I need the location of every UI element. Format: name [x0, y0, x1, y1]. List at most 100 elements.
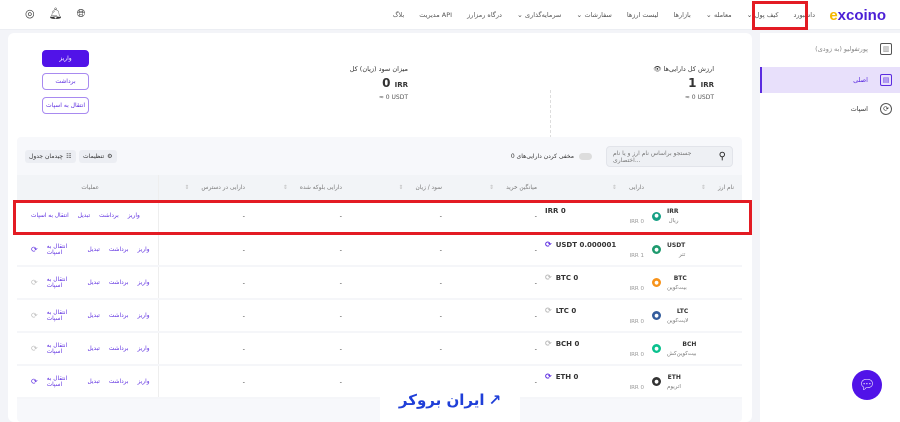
action-link[interactable]: تبدیل [87, 312, 100, 319]
sync-icon[interactable]: ⟳ [545, 372, 552, 381]
assets-table-section: ⚲ جستجو براساس نام ارز و یا نام اختصاری..… [17, 137, 742, 422]
sync-icon[interactable]: ⟳ [545, 240, 552, 249]
column-header[interactable]: نام ارز ⇕ [652, 175, 742, 200]
action-link[interactable]: برداشت [108, 345, 129, 352]
asset-irr: IRR 1 [629, 253, 644, 259]
nav-item[interactable]: داشبورد [793, 11, 816, 19]
sort-icon[interactable]: ⇕ [701, 184, 706, 191]
sort-icon[interactable]: ⇕ [612, 184, 617, 191]
nav-item[interactable]: مدیریت API [419, 11, 453, 19]
action-link[interactable]: برداشت [108, 279, 129, 286]
bell-icon[interactable]: 🔔︎ [48, 7, 63, 20]
top-bar: excoino داشبورد کیف پول معامله بازارها لیست … [0, 0, 900, 30]
nav-item[interactable]: سفارشات [576, 11, 611, 19]
nav-item[interactable]: بازارها [673, 11, 691, 19]
column-header[interactable]: دارایی در دسترس ⇕ [158, 175, 253, 200]
cell-available: - [158, 365, 253, 399]
cell-available: - [158, 266, 253, 300]
nav-item[interactable]: کیف پول [747, 11, 779, 19]
column-header[interactable]: سود / زیان ⇕ [350, 175, 450, 200]
profile-icon[interactable]: ◎ [25, 7, 35, 20]
action-link[interactable]: انتقال به اسپات [46, 243, 68, 256]
sidebar-item-portfolio[interactable]: ▥ پورتفولیو (به زودی) [760, 36, 900, 62]
cell-blocked: - [253, 332, 350, 366]
excoino-logo[interactable]: excoino [829, 7, 886, 24]
cell-pnl: - [350, 233, 450, 267]
action-link[interactable]: برداشت [108, 378, 129, 385]
action-link[interactable]: واریز [137, 378, 150, 385]
pnl-usdt: ≈ 0 USDT [378, 94, 408, 101]
sync-icon[interactable]: ⟳ [31, 377, 38, 386]
header-label: دارایی [628, 184, 644, 191]
asset-irr: IRR 0 [629, 385, 644, 391]
column-header[interactable]: میانگین خرید ⇕ [450, 175, 545, 200]
cell-available: - [158, 200, 253, 234]
withdraw-button[interactable]: برداشت [42, 73, 89, 90]
action-link[interactable]: انتقال به اسپات [46, 309, 68, 322]
nav-item[interactable]: معامله [706, 11, 732, 19]
action-link[interactable]: انتقال به اسپات [46, 276, 68, 289]
sort-icon[interactable]: ⇕ [184, 184, 190, 191]
action-link[interactable]: واریز [137, 345, 150, 352]
nav-item[interactable]: سرمایه‌گذاری [517, 11, 561, 19]
sidebar-item-main[interactable]: ▤ اصلی [760, 67, 900, 93]
column-header: عملیات [17, 175, 159, 200]
action-link[interactable]: برداشت [108, 246, 129, 253]
settings-button[interactable]: ⚙ تنظیمات [79, 150, 117, 163]
table-row: ● USDT تتر ⟳ USDT 0.000001 IRR 1- - - - واریز بردا… [17, 233, 742, 267]
wallet-card: واریز برداشت انتقال به اسپات 👁︎ ارزش کل … [8, 33, 752, 422]
sort-icon[interactable]: ⇕ [489, 184, 495, 191]
sync-icon[interactable]: ⟳ [31, 344, 38, 353]
column-header[interactable]: دارایی ⇕ [545, 175, 652, 200]
action-link[interactable]: انتقال به اسپات [31, 213, 69, 219]
spot-icon: ⟳ [880, 103, 892, 115]
nav-item[interactable]: لیست ارزها [626, 11, 659, 19]
nav-item[interactable]: درگاه رمزارز [467, 11, 502, 19]
action-link[interactable]: تبدیل [77, 213, 91, 219]
assets-table: نام ارز⇕ دارایی⇕ میانگین خرید⇕ سود / زیان⇕ د… [17, 175, 742, 399]
table-row: ● LTC لایت‌کوین ⟳ LTC 0 IRR 0- - - - واریز برداشت ت… [17, 299, 742, 333]
action-link[interactable]: برداشت [99, 213, 119, 219]
cell-blocked: - [253, 233, 350, 267]
cell-blocked: - [253, 365, 350, 399]
action-link[interactable]: برداشت [108, 312, 129, 319]
sidebar-item-spot[interactable]: ⟳ اسپات [760, 96, 900, 122]
action-link[interactable]: تبدیل [87, 378, 100, 385]
header-label: دارایی بلوکه شده [299, 184, 342, 191]
hide-zero-toggle[interactable]: مخفی کردن دارایی‌های 0 [511, 153, 592, 160]
action-link[interactable]: تبدیل [87, 345, 100, 352]
chat-support-button[interactable]: 💬︎ [852, 370, 882, 400]
action-link[interactable]: تبدیل [87, 279, 100, 286]
action-link[interactable]: واریز [127, 213, 140, 219]
search-input[interactable]: ⚲ جستجو براساس نام ارز و یا نام اختصاری..… [606, 146, 733, 167]
table-layout-button[interactable]: ☷ چیدمان جدول [25, 150, 76, 163]
column-header[interactable]: دارایی بلوکه شده ⇕ [253, 175, 350, 200]
globe-icon[interactable]: 🌐︎ [76, 7, 86, 20]
action-link[interactable]: تبدیل [87, 246, 100, 253]
transfer-to-spot-button[interactable]: انتقال به اسپات [42, 97, 89, 114]
action-link[interactable]: واریز [137, 279, 150, 286]
sidebar: ▥ پورتفولیو (به زودی) ▤ اصلی ⟳ اسپات [760, 33, 900, 422]
action-link[interactable]: انتقال به اسپات [46, 342, 68, 355]
nav-item[interactable]: بلاگ [392, 11, 405, 19]
list-icon: ☷ [66, 153, 72, 160]
eye-icon[interactable]: 👁︎ [653, 65, 664, 73]
coin-icon: ● [652, 311, 661, 320]
sort-icon[interactable]: ⇕ [398, 184, 404, 191]
sync-icon[interactable]: ⟳ [545, 273, 552, 282]
total-pnl: میزان سود (زیان) کل 0 IRR ≈ 0 USDT [350, 65, 408, 101]
sync-icon[interactable]: ⟳ [31, 311, 38, 320]
action-link[interactable]: واریز [137, 312, 150, 319]
action-link[interactable]: انتقال به اسپات [46, 375, 68, 388]
sync-icon[interactable]: ⟳ [545, 339, 552, 348]
main-nav: داشبورد کیف پول معامله بازارها لیست ارزها سفا… [393, 0, 815, 30]
sort-icon[interactable]: ⇕ [283, 184, 288, 191]
sync-icon[interactable]: ⟳ [31, 278, 38, 287]
sync-icon[interactable]: ⟳ [545, 306, 552, 315]
pnl-label: میزان سود (زیان) کل [349, 65, 408, 73]
sync-icon[interactable]: ⟳ [31, 245, 38, 254]
deposit-button[interactable]: واریز [42, 50, 89, 67]
coin-name: ریال [668, 218, 679, 224]
toggle-switch[interactable] [579, 153, 592, 160]
action-link[interactable]: واریز [137, 246, 150, 253]
